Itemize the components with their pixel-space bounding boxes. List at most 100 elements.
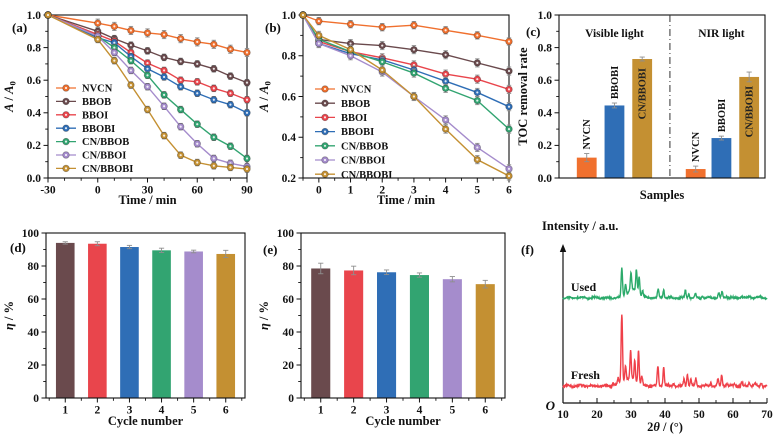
y-tick-label: 0.8 xyxy=(27,42,42,54)
x-axis-label: Cycle number xyxy=(108,414,184,428)
section-title: NIR light xyxy=(698,28,744,40)
y-axis-label: η / % xyxy=(257,301,271,330)
legend-item-CN/BBOB: CN/BBOB xyxy=(315,141,388,152)
x-axis-label: 2θ / (°) xyxy=(647,420,683,434)
y-tick-label: 0.4 xyxy=(282,132,297,144)
y-axis: 0.0 0.2 0.4 0.6 0.8 1.0 xyxy=(27,10,48,185)
legend-label: BBOB xyxy=(82,97,111,108)
plot-frame xyxy=(300,232,506,399)
y-tick-label: 0.0 xyxy=(538,173,553,185)
x-tick-label: 60 xyxy=(727,409,739,421)
panel-label-f: (f) xyxy=(521,242,534,257)
legend-item-CN/BBOB: CN/BBOB xyxy=(56,137,129,148)
markers xyxy=(299,11,513,133)
legend-item-CN/BBOI: CN/BBOI xyxy=(56,151,126,162)
bar-label: BBOBI xyxy=(610,66,621,99)
xrd-curve-Fresh xyxy=(562,314,768,391)
bar-cycle-1 xyxy=(55,242,75,398)
legend-label: BBOI xyxy=(341,113,367,124)
y-tick-label: 40 xyxy=(283,327,295,339)
y-tick-label: 0 xyxy=(288,393,294,405)
legend-label: CN/BBOBI xyxy=(82,164,133,175)
y-tick-label: 0.2 xyxy=(27,140,42,152)
x-axis: 1 2 3 4 5 6 xyxy=(303,398,503,417)
panel-c: 0.0 0.2 0.4 0.6 0.8 1.0 Samples TOC removal rat… xyxy=(515,0,781,210)
bar-cycle-5 xyxy=(442,279,462,398)
x-axis-label: Time / min xyxy=(377,193,435,207)
bar-NVCN xyxy=(576,157,597,178)
y-tick-label: 0.6 xyxy=(538,75,553,87)
bar-cycle-1 xyxy=(311,268,331,398)
x-tick-label: 30 xyxy=(625,409,637,421)
legend-item-NVCN: NVCN xyxy=(315,85,372,96)
y-tick-label: 1.0 xyxy=(27,10,42,22)
x-tick-label: 4 xyxy=(443,185,449,197)
x-tick-label: 70 xyxy=(761,409,773,421)
bar-cycle-2 xyxy=(88,243,107,398)
xrd-curve-Used xyxy=(562,267,768,302)
y-tick-label: 0.0 xyxy=(27,173,42,185)
bar-cycle-3 xyxy=(377,272,397,398)
x-tick-label: 60 xyxy=(192,185,204,197)
y-tick-label: 100 xyxy=(22,228,40,240)
series-BBOI xyxy=(299,11,513,94)
legend: NVCN BBOB BBOI BBOBI CN/BBOB CN/BBOI CN/BBOBI xyxy=(56,84,133,175)
y-tick-label: 60 xyxy=(28,294,40,306)
bar-label: CN/BBOBI xyxy=(745,86,756,137)
section-title: Visible light xyxy=(585,28,644,40)
series-CN/BBOB xyxy=(44,11,251,163)
chart-b-svg: 0 1 2 3 4 5 6 0.2 0.4 0.6 0.8 1.0 Time / min A / A0 NV… xyxy=(257,10,513,207)
x-tick-label: 5 xyxy=(191,405,197,417)
x-tick-label: 3 xyxy=(411,185,417,197)
panel-label-a: (a) xyxy=(12,20,28,35)
panel-b: 0 1 2 3 4 5 6 0.2 0.4 0.6 0.8 1.0 Time / min A / A0 NV… xyxy=(255,0,515,210)
x-tick-label: 4 xyxy=(417,405,423,417)
legend-label: CN/BBOI xyxy=(82,151,126,162)
legend-label: BBOBI xyxy=(341,127,374,138)
legend-item-CN/BBOBI: CN/BBOBI xyxy=(56,164,133,175)
x-tick-label: 2 xyxy=(351,405,357,417)
y-tick-label: 80 xyxy=(283,261,295,273)
legend-item-BBOBI: BBOBI xyxy=(315,127,374,138)
y-tick-label: 0.8 xyxy=(538,42,553,54)
y-axis: 0 20 40 60 80 100 xyxy=(277,228,301,405)
x-tick-label: 30 xyxy=(142,185,154,197)
legend-label: BBOI xyxy=(82,110,108,121)
bar-label: NVCN xyxy=(691,131,702,162)
x-tick-label: -30 xyxy=(40,185,56,197)
x-tick-label: 4 xyxy=(159,405,165,417)
markers xyxy=(299,11,513,94)
bar-NVCN xyxy=(685,169,706,178)
x-tick-label: 0 xyxy=(316,185,322,197)
chart-f-svg: 10 20 30 40 50 60 70 2θ / (°) Intensity / a.u. O U… xyxy=(542,219,773,434)
series-NVCN xyxy=(299,11,513,46)
markers xyxy=(299,11,513,46)
bar-label: CN/BBOBI xyxy=(638,68,649,119)
arrowhead-icon xyxy=(559,244,567,252)
series-CN/BBOI xyxy=(44,11,251,171)
bar-cycle-4 xyxy=(152,250,171,398)
x-tick-label: 0 xyxy=(95,185,101,197)
x-axis: 1 2 3 4 5 6 xyxy=(48,398,243,417)
y-tick-label: 100 xyxy=(277,228,295,240)
markers xyxy=(44,11,251,173)
bar-label: BBOBI xyxy=(717,99,728,132)
legend: NVCN BBOB BBOI BBOBI CN/BBOB CN/BBOI CN/BBOBI xyxy=(315,85,392,181)
x-tick-label: 5 xyxy=(474,185,480,197)
legend-label: CN/BBOB xyxy=(82,137,129,148)
markers xyxy=(299,11,513,111)
legend-label: BBOBI xyxy=(82,124,115,135)
y-tick-label: 0.6 xyxy=(27,75,42,87)
markers xyxy=(299,11,513,75)
bar-cycle-3 xyxy=(120,247,139,398)
y-axis-label: A / A0 xyxy=(257,80,273,112)
y-tick-label: 1.0 xyxy=(282,10,297,22)
x-axis-label: Samples xyxy=(640,188,685,202)
x-axis: -30 0 30 60 90 xyxy=(40,178,253,197)
bar-cycle-6 xyxy=(216,253,236,398)
y-axis: 0.2 0.4 0.6 0.8 1.0 xyxy=(282,10,303,185)
bar-cycle-4 xyxy=(409,275,429,398)
